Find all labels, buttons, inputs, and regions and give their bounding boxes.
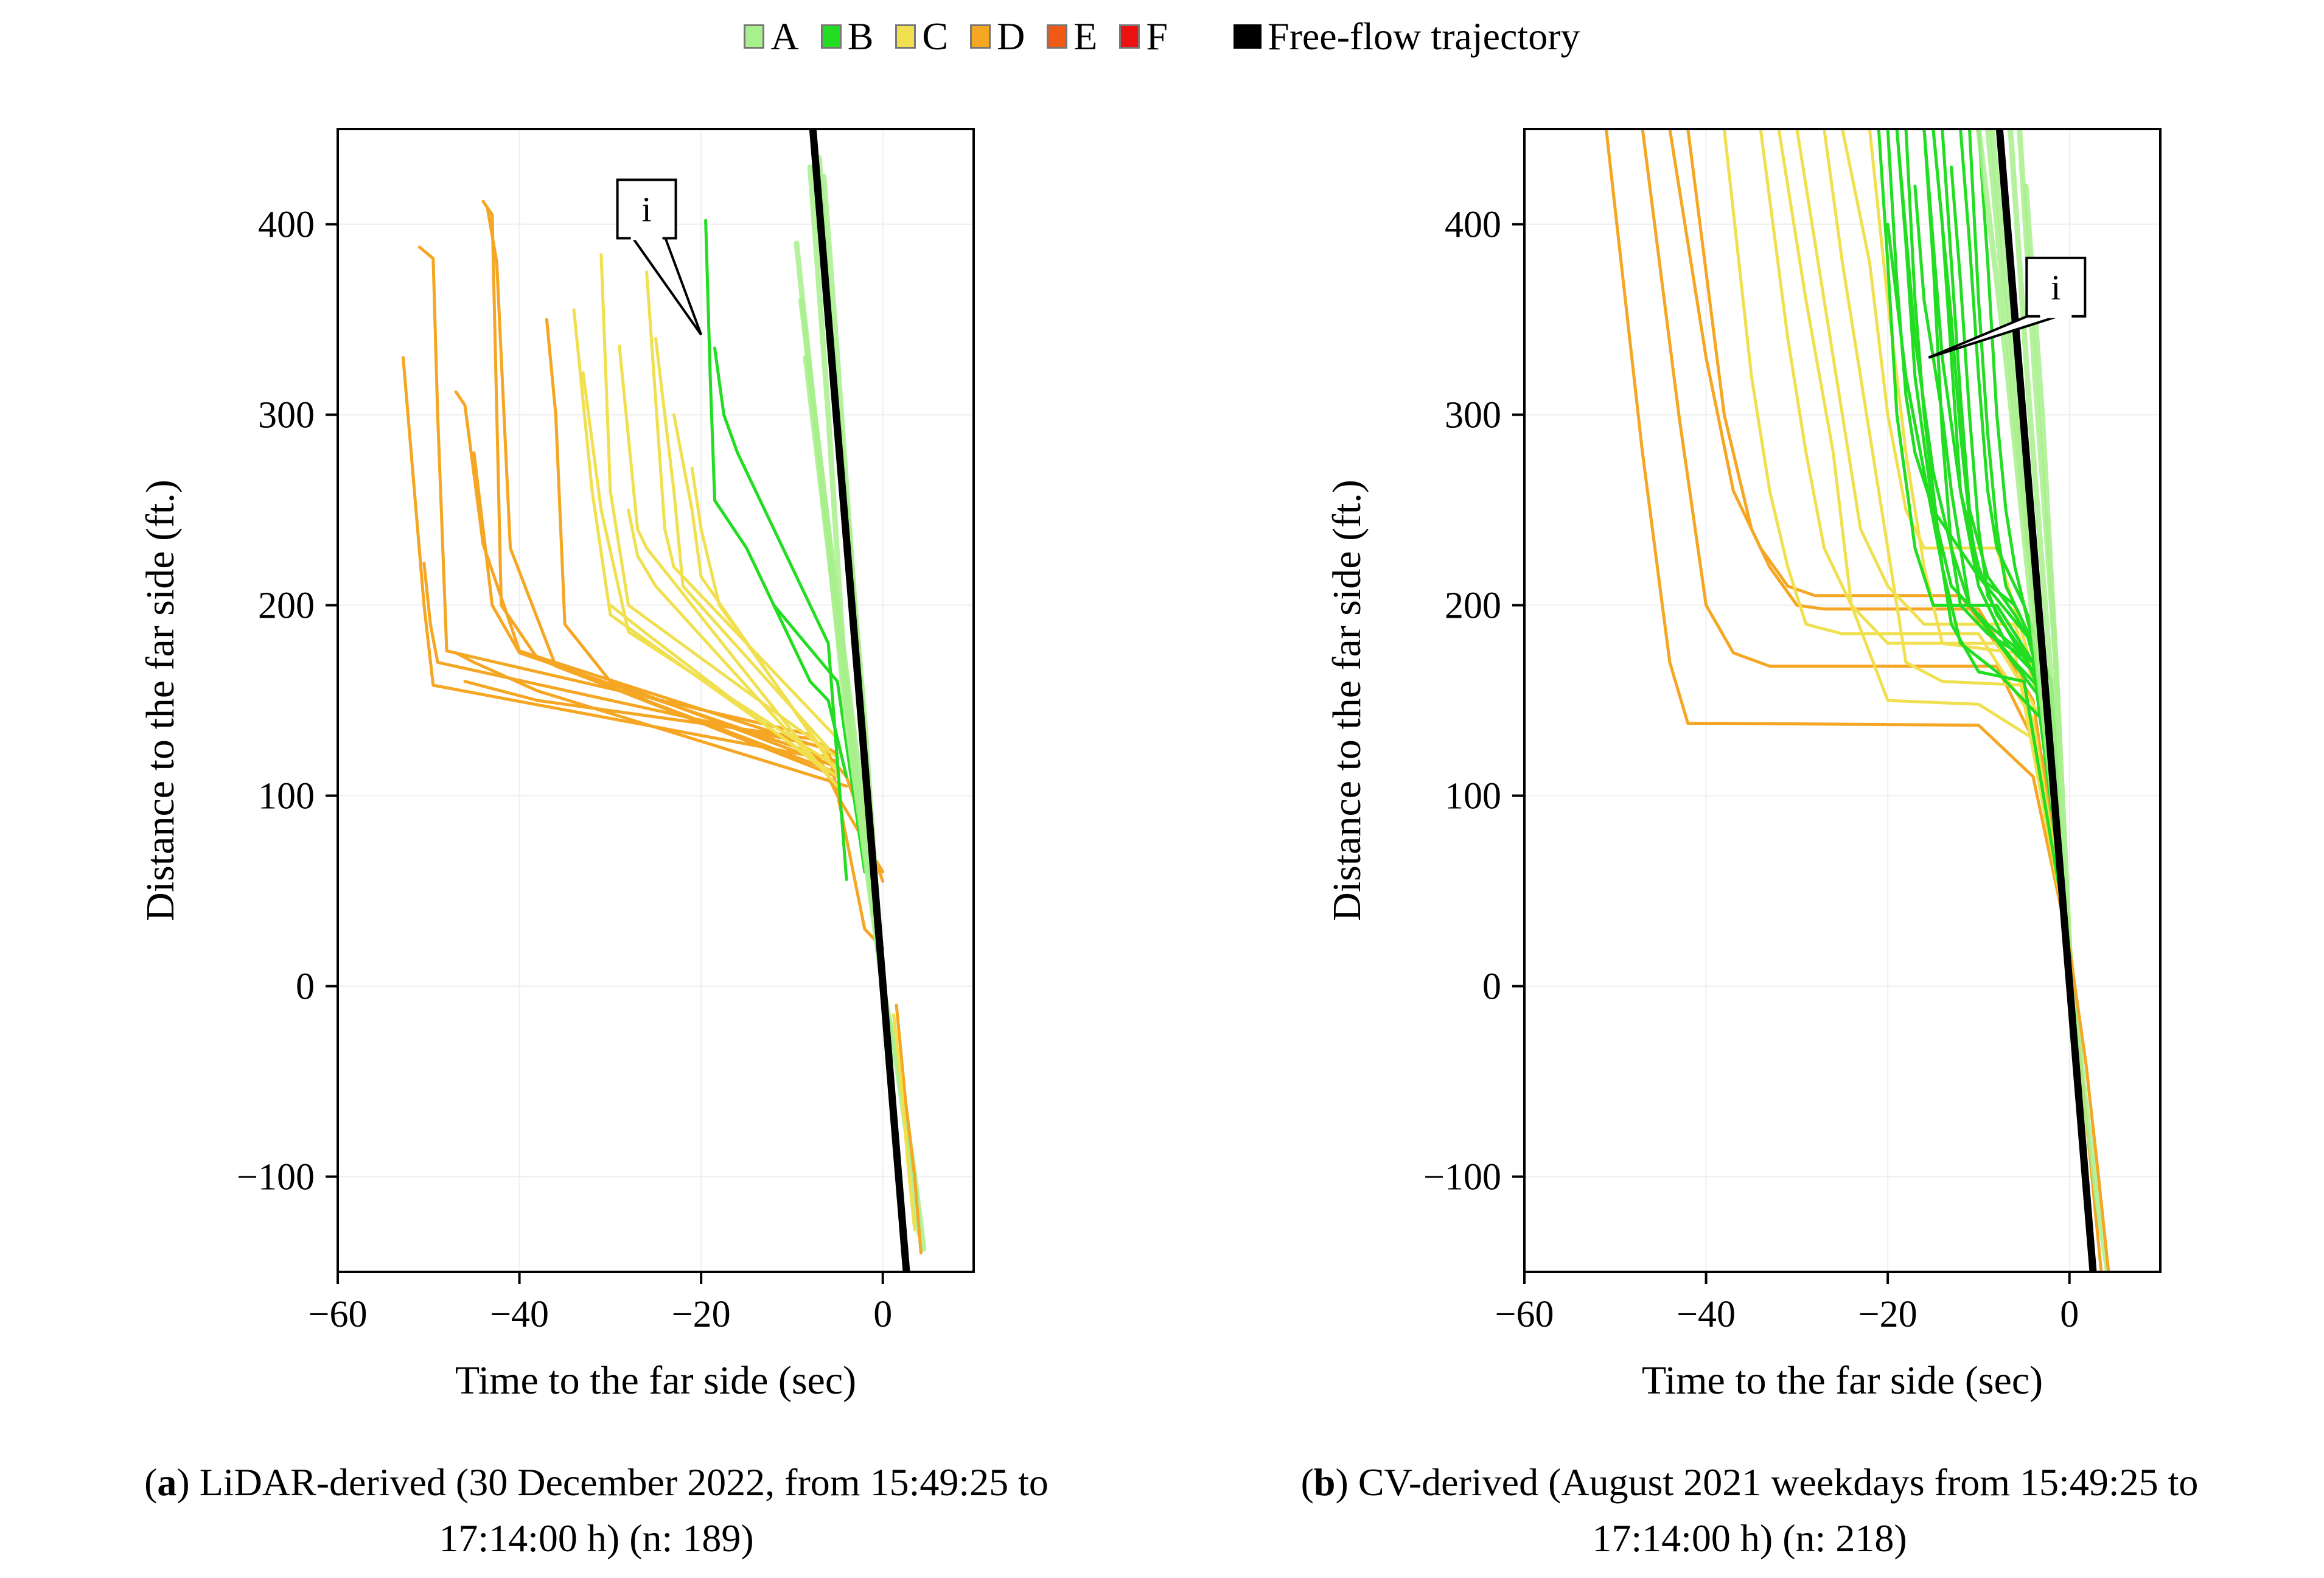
trajectory-a-29 — [2008, 129, 2073, 951]
y-tick-label: 200 — [258, 585, 315, 627]
series-group-a — [402, 129, 927, 1272]
legend: A B C D E F Free-flow trajectory — [0, 6, 2324, 67]
series-group-b — [1604, 129, 2110, 1272]
callout-box — [616, 178, 677, 240]
trajectory-d-35 — [2068, 946, 2110, 1272]
free-flow-line — [809, 129, 910, 1272]
legend-swatch-c — [895, 24, 916, 49]
trajectory-c-10 — [599, 253, 839, 759]
legend-label-a: A — [770, 15, 799, 58]
trajectory-d-8 — [454, 651, 848, 788]
y-tick-label: 400 — [1445, 204, 1501, 246]
trajectory-d-6 — [486, 208, 839, 775]
trajectory-c-17 — [690, 466, 830, 759]
x-tick-label: 0 — [873, 1294, 892, 1335]
free-flow-line — [1995, 129, 2097, 1272]
trajectory-b-21 — [713, 346, 848, 881]
trajectory-a-34 — [2067, 945, 2110, 1272]
y-tick-label: 400 — [258, 204, 315, 246]
legend-item-free-flow: Free-flow trajectory — [1233, 14, 1580, 59]
trajectory-b-19 — [1886, 223, 2071, 950]
x-tick-label: 0 — [2060, 1294, 2079, 1335]
callout-box — [2025, 256, 2087, 318]
x-tick-label: −20 — [672, 1294, 731, 1335]
legend-swatch-a — [744, 24, 765, 49]
trajectory-b-20 — [704, 218, 867, 874]
callout-label: i — [2051, 268, 2061, 307]
legend-swatch-free-flow — [1233, 24, 1261, 49]
y-tick-label: −100 — [1423, 1157, 1501, 1198]
caption-a-text: ) LiDAR-derived (30 December 2022, from … — [176, 1461, 1049, 1504]
y-axis-label: Distance to the far side (ft.) — [1325, 480, 1369, 921]
trajectory-b-25 — [1886, 129, 2071, 950]
caption-a-line2: 17:14:00 h) (n: 189) — [439, 1517, 754, 1560]
legend-label-b: B — [847, 15, 874, 58]
caption-b-letter: b — [1313, 1461, 1336, 1504]
caption-b: (b) CV-derived (August 2021 weekdays fro… — [1178, 1454, 2322, 1566]
legend-item-b: B — [820, 14, 874, 59]
legend-label-e: E — [1073, 15, 1098, 58]
trajectory-b-23 — [1895, 129, 2071, 950]
y-tick-label: −100 — [237, 1157, 315, 1198]
legend-item-d: D — [970, 14, 1025, 59]
trajectory-b-11 — [1877, 129, 2071, 950]
y-tick-label: 0 — [1482, 966, 1501, 1008]
legend-label-c: C — [922, 15, 949, 58]
legend-label-free-flow: Free-flow trajectory — [1267, 15, 1580, 58]
y-tick-label: 100 — [258, 776, 315, 817]
legend-swatch-d — [970, 24, 991, 49]
y-tick-label: 0 — [296, 966, 315, 1008]
trajectory-b-13 — [1904, 129, 2071, 950]
caption-a-letter: a — [157, 1461, 177, 1504]
x-tick-label: −40 — [490, 1294, 549, 1335]
trajectory-d-4 — [472, 451, 839, 763]
x-tick-label: −40 — [1677, 1294, 1736, 1335]
caption-b-line2: 17:14:00 h) (n: 218) — [1592, 1517, 1907, 1560]
y-tick-label: 200 — [1445, 585, 1501, 627]
trajectory-d-2 — [422, 562, 885, 950]
trajectory-c-15 — [654, 337, 830, 750]
y-tick-label: 300 — [258, 395, 315, 436]
legend-item-f: F — [1119, 14, 1168, 59]
trajectory-d-0 — [402, 356, 885, 874]
trajectory-c-18 — [627, 508, 839, 788]
x-axis-label: Time to the far side (sec) — [455, 1358, 856, 1403]
legend-swatch-b — [820, 24, 842, 49]
plot-frame — [337, 128, 975, 1273]
trajectory-d-0 — [1604, 129, 2103, 1272]
legend-label-d: D — [997, 15, 1025, 58]
legend-swatch-f — [1119, 24, 1140, 49]
trajectory-c-13 — [618, 344, 830, 778]
trajectory-d-3 — [454, 390, 830, 752]
y-tick-label: 100 — [1445, 776, 1501, 817]
callout-label: i — [642, 189, 652, 229]
trajectory-d-7 — [545, 318, 839, 769]
x-tick-label: −60 — [309, 1294, 368, 1335]
trajectory-d-33 — [895, 1004, 923, 1255]
caption-b-text: ) CV-derived (August 2021 weekdays from … — [1335, 1461, 2199, 1504]
x-axis-label: Time to the far side (sec) — [1642, 1358, 2043, 1403]
caption-a: (a) LiDAR-derived (30 December 2022, fro… — [24, 1454, 1168, 1566]
x-tick-label: −20 — [1858, 1294, 1917, 1335]
legend-swatch-e — [1047, 24, 1068, 49]
legend-item-e: E — [1047, 14, 1097, 59]
plot-frame — [1523, 128, 2162, 1273]
trajectory-c-34 — [892, 1013, 916, 1232]
legend-item-a: A — [744, 14, 799, 59]
trajectory-c-8 — [1777, 129, 2071, 950]
trajectory-c-19 — [609, 604, 830, 775]
x-tick-label: −60 — [1495, 1294, 1554, 1335]
y-tick-label: 300 — [1445, 395, 1501, 436]
trajectory-b-22 — [772, 604, 848, 778]
y-axis-label: Distance to the far side (ft.) — [138, 480, 183, 921]
legend-label-f: F — [1146, 15, 1168, 58]
trajectory-c-11 — [572, 308, 839, 778]
legend-item-c: C — [895, 14, 948, 59]
